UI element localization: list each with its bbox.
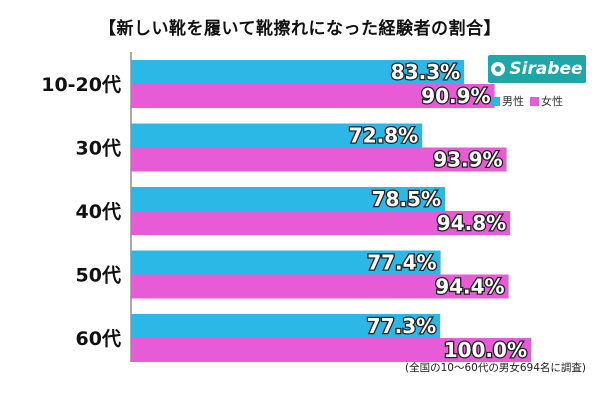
bar-female-0 <box>131 84 495 108</box>
bar-female-1 <box>131 147 507 172</box>
bar-female-4 <box>131 338 531 362</box>
legend-swatch-male <box>491 96 500 106</box>
category-label-3: 50代 <box>76 265 121 287</box>
chart-bars: 83.3%90.9%72.8% 93.9% 78.5%94.8%77.4%94.4%… <box>131 59 531 363</box>
bar-value-label-male-0: 83.3% <box>391 60 460 84</box>
category-labels: 10-20代 30代 40代 50代 60代 <box>41 74 121 350</box>
bar-male-0 <box>131 60 465 84</box>
legend-item-male: 男性 <box>491 93 524 109</box>
category-label-1: 30代 <box>76 138 121 160</box>
bar-male-1 <box>131 123 423 148</box>
bar-value-label-female-1: 93.9% <box>433 148 502 172</box>
brand-mark-icon <box>491 62 506 76</box>
legend-item-female: 女性 <box>530 93 563 109</box>
bar-value-label-female-4: 100.0% <box>444 338 527 362</box>
bar-value-label-male-3: 77.4% <box>367 251 436 275</box>
brand-logo: Sirabee <box>488 55 586 83</box>
bar-value-label-male-4: 77.3% <box>367 314 436 338</box>
footnote: (全国の10～60代の男女694名に調査) <box>405 362 586 374</box>
bar-male-2 <box>131 187 445 211</box>
bar-value-label-female-2: 94.8% <box>437 211 506 235</box>
bar-value-label-male-2: 78.5% <box>372 187 441 211</box>
bar-female-2 <box>131 211 511 235</box>
category-label-0: 10-20代 <box>41 74 121 96</box>
bar-female-3 <box>131 274 509 299</box>
bar-male-4 <box>131 314 441 338</box>
legend-swatch-female <box>530 96 539 106</box>
legend-label-female: 女性 <box>541 95 563 108</box>
bar-value-label-female-0: 90.9% <box>421 84 490 108</box>
chart-title: 【新しい靴を履いて靴擦れになった経験者の割合】 <box>99 19 501 39</box>
bar-value-label-female-3: 94.4% <box>435 275 504 299</box>
brand-name: Sirabee <box>509 59 583 79</box>
category-label-4: 60代 <box>76 328 121 350</box>
bar-male-3 <box>131 250 441 275</box>
category-label-2: 40代 <box>76 201 121 223</box>
legend: 男性 女性 <box>491 93 563 109</box>
legend-label-male: 男性 <box>502 95 524 108</box>
bar-value-label-male-1: 72.8% <box>349 124 418 148</box>
